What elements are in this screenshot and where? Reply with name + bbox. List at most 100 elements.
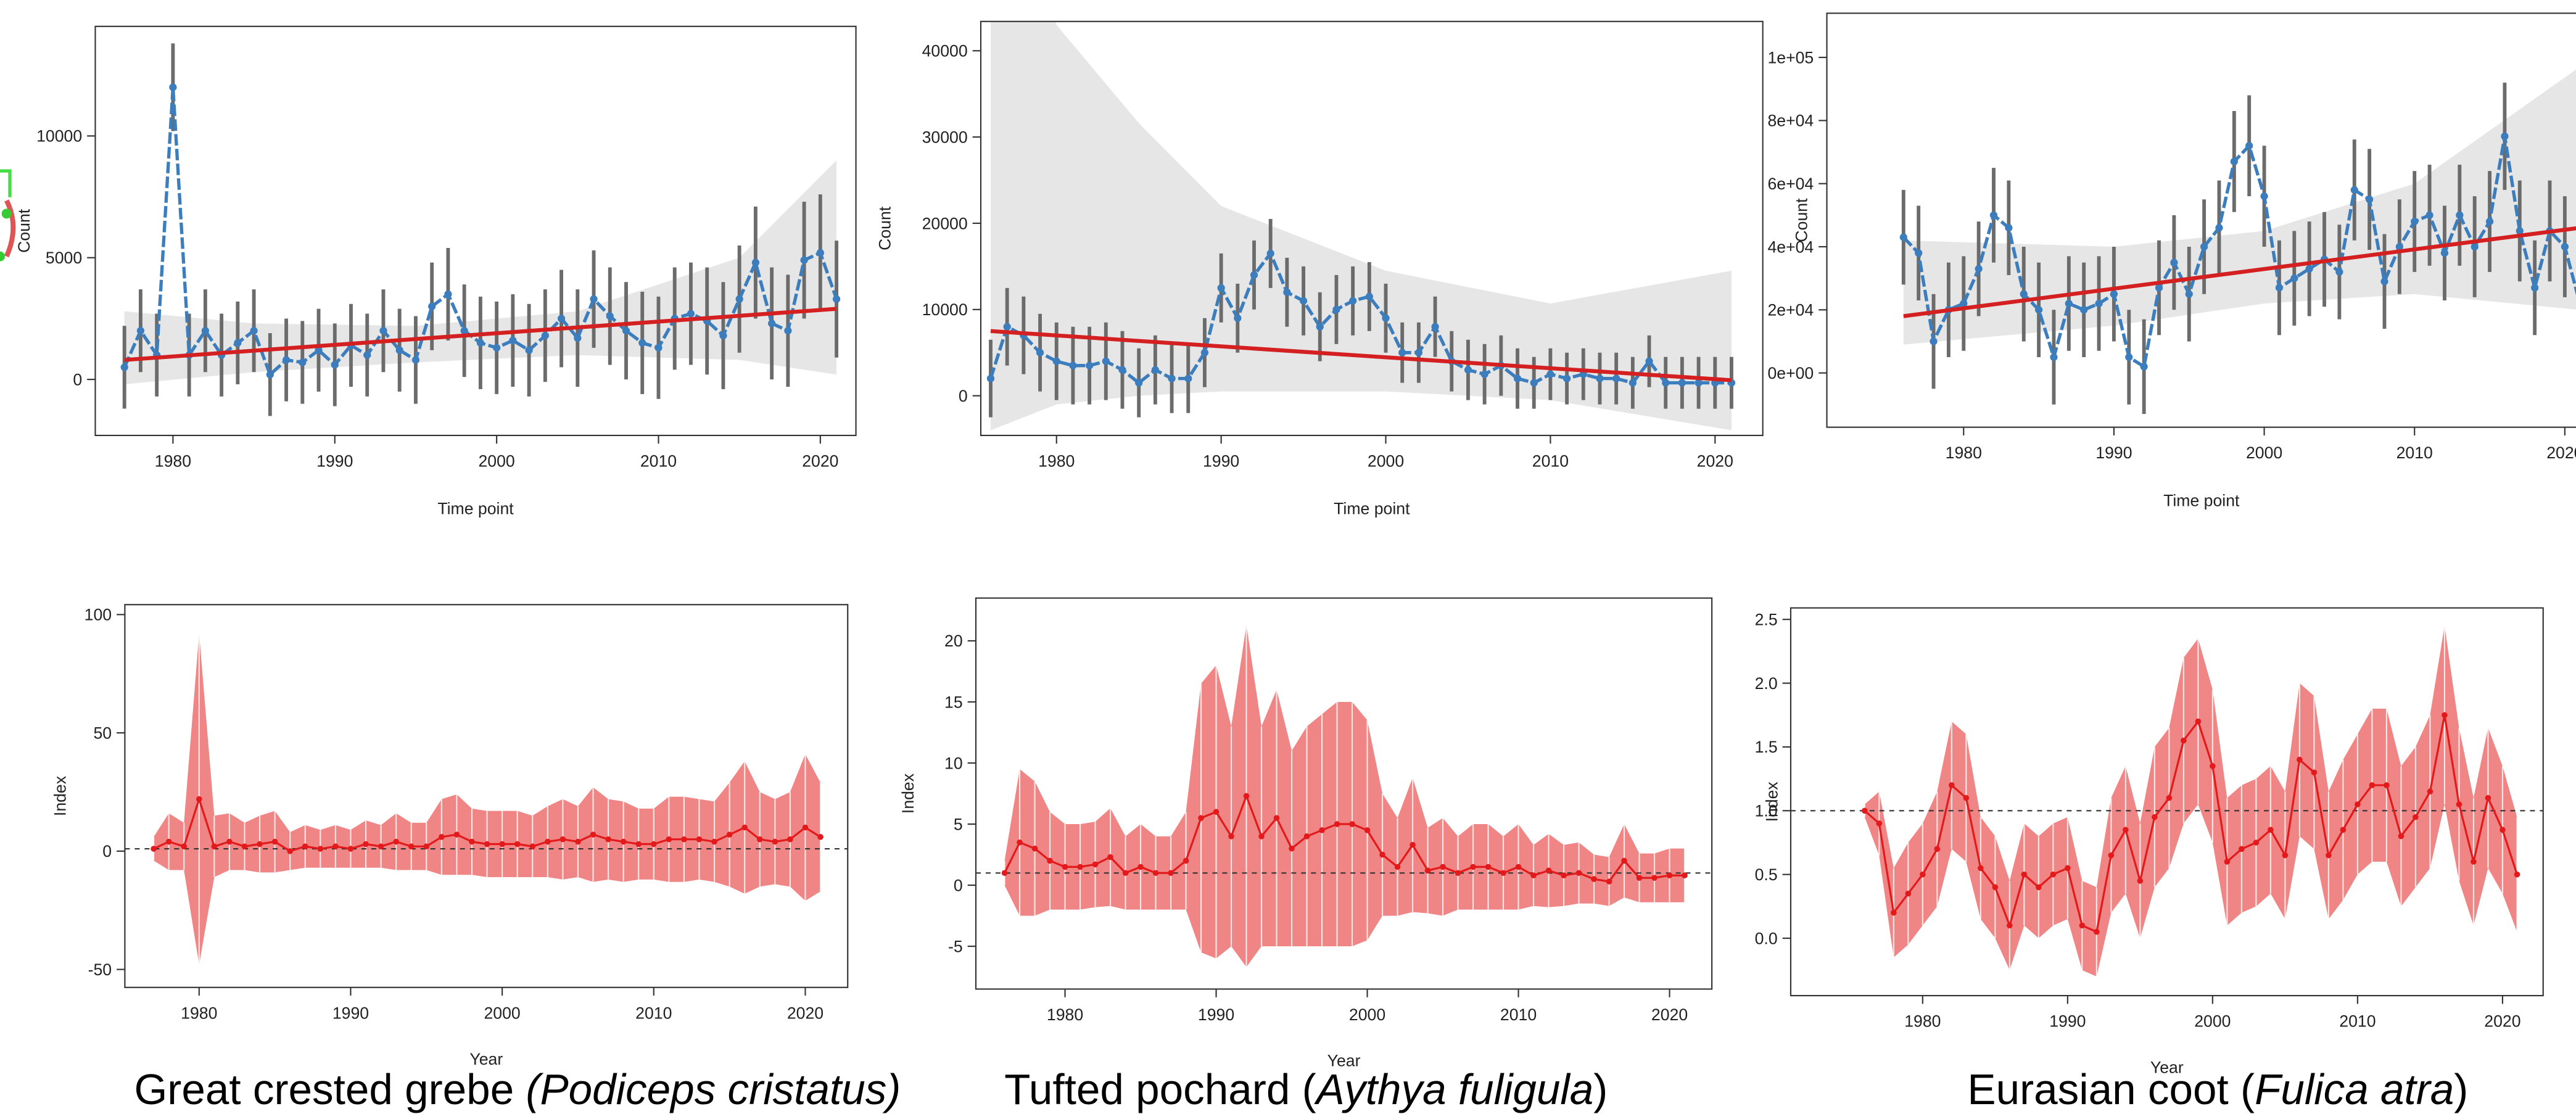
point [514,841,521,848]
point [1250,271,1258,279]
point [2326,852,2332,859]
point [2395,242,2403,251]
point [1303,833,1310,840]
x-tick-label: 2020 [1651,1005,1688,1024]
point [509,336,517,345]
y-tick-label: 2.0 [1755,674,1778,693]
x-tick-label: 2010 [2339,1012,2376,1031]
x-tick-label: 2010 [1532,452,1569,471]
point [2355,801,2361,807]
point [476,339,485,347]
y-tick-label: 10000 [922,300,968,319]
point [1629,379,1637,387]
point [654,344,663,352]
y-axis-label: Count [15,208,33,253]
point [1118,366,1126,374]
point [1975,265,1983,273]
point [2531,284,2539,292]
caption: Great crested grebe (Podiceps cristatus) [134,1065,901,1113]
x-tick-label: 2000 [1368,452,1404,471]
point [1258,833,1265,840]
point [1349,297,1357,305]
point [151,846,157,852]
point [1606,878,1612,885]
point [2152,814,2158,820]
point [726,831,733,838]
x-axis-label: Year [2150,1058,2184,1076]
point [271,838,278,845]
point [332,843,339,849]
x-tick-label: 2020 [2484,1012,2520,1031]
point [574,334,582,342]
plot-frame [1790,607,2544,997]
point [1001,870,1008,877]
panel: 1980 1990 2000 2010 2020 0.0 0.5 1.0 1.5 2.0 2.5 Ye… [1755,607,2544,1113]
point [257,841,263,848]
point [1047,857,1053,864]
x-tick-label: 2000 [479,452,515,471]
x-tick-label: 2020 [1697,452,1733,471]
x-tick-label: 2000 [484,1004,521,1022]
y-axis-label: Count [875,206,894,250]
x-tick-label: 1990 [332,1004,369,1022]
x-tick-label: 1990 [1198,1005,1234,1024]
point [2215,224,2223,232]
point [2311,769,2318,776]
point [2140,363,2148,371]
point [1031,845,1038,852]
plot-area [120,43,841,416]
point [2224,859,2231,865]
x-tick-label: 1980 [1047,1005,1083,1024]
point [1678,379,1686,387]
point [2095,299,2103,308]
point [181,843,188,849]
point [2195,718,2202,725]
point [444,290,452,299]
point [2200,242,2208,251]
y-tick-label: 0 [954,876,963,894]
y-tick-label: 6e+04 [1767,175,1814,193]
point [1137,864,1144,870]
x-tick-label: 1980 [1946,444,1982,462]
x-tick-label: 1980 [181,1004,217,1022]
point [1364,827,1371,833]
point [1062,864,1068,870]
point [211,843,218,849]
point [1107,854,1113,860]
point [378,843,384,849]
point [1431,323,1439,331]
point [379,327,387,335]
point [136,327,145,335]
point [1440,864,1446,870]
y-tick-label: 20000 [922,214,968,233]
point [687,310,695,318]
point [299,358,307,366]
point [800,256,808,264]
point [2413,814,2419,820]
point [2485,217,2494,226]
point [2239,846,2245,852]
point [1319,827,1325,833]
point [2514,871,2520,878]
point [2501,132,2509,141]
point [428,302,436,310]
point [751,258,760,266]
point [1273,815,1280,821]
x-tick-label: 1980 [1904,1012,1941,1031]
point [2456,211,2464,219]
point [545,838,551,845]
point [1596,374,1604,382]
point [2110,290,2118,298]
y-tick-label: 20 [944,632,963,650]
point [2050,871,2057,878]
point [605,836,611,843]
point [1500,870,1506,877]
point [2050,353,2058,361]
point [1915,249,1923,257]
point [1316,323,1324,331]
confidence-band [1864,625,2517,977]
point [1394,864,1401,870]
caption-part: Fulica atra [2255,1065,2454,1113]
